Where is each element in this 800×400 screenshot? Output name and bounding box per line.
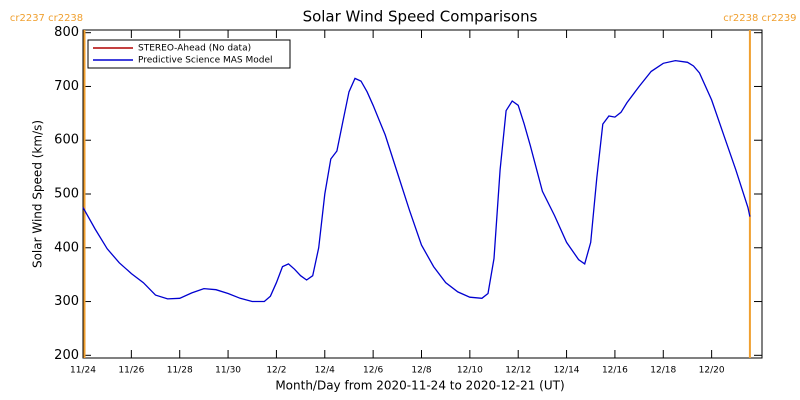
- x-tick-label: 11/28: [167, 366, 193, 376]
- chart-title: Solar Wind Speed Comparisons: [303, 8, 538, 26]
- carrington-label: cr2238 cr2239: [723, 13, 796, 24]
- y-tick-label: 700: [54, 79, 79, 94]
- y-tick-label: 300: [54, 294, 79, 309]
- y-tick-label: 400: [54, 240, 79, 255]
- y-tick-label: 200: [54, 348, 79, 363]
- carrington-label: cr2237 cr2238: [10, 13, 83, 24]
- y-tick-label: 500: [54, 187, 79, 202]
- x-tick-label: 12/14: [554, 366, 580, 376]
- x-axis-label: Month/Day from 2020-11-24 to 2020-12-21 …: [275, 379, 564, 393]
- y-axis-label: Solar Wind Speed (km/s): [31, 120, 45, 268]
- x-tick-label: 12/20: [699, 366, 725, 376]
- y-tick-label: 600: [54, 133, 79, 148]
- x-tick-label: 12/4: [315, 366, 335, 376]
- x-tick-label: 11/24: [70, 366, 96, 376]
- x-tick-label: 11/30: [215, 366, 241, 376]
- x-tick-label: 12/8: [411, 366, 431, 376]
- x-tick-label: 12/18: [650, 366, 676, 376]
- x-tick-label: 12/16: [602, 366, 628, 376]
- x-tick-label: 12/6: [363, 366, 383, 376]
- legend-label: STEREO-Ahead (No data): [138, 44, 251, 54]
- legend-label: Predictive Science MAS Model: [138, 56, 273, 66]
- legend-box: [87, 39, 291, 69]
- x-tick-label: 12/12: [505, 366, 531, 376]
- x-tick-label: 11/26: [118, 366, 144, 376]
- x-tick-label: 12/10: [457, 366, 483, 376]
- x-tick-label: 12/2: [266, 366, 286, 376]
- y-tick-label: 800: [54, 25, 79, 40]
- series-line: [82, 59, 751, 303]
